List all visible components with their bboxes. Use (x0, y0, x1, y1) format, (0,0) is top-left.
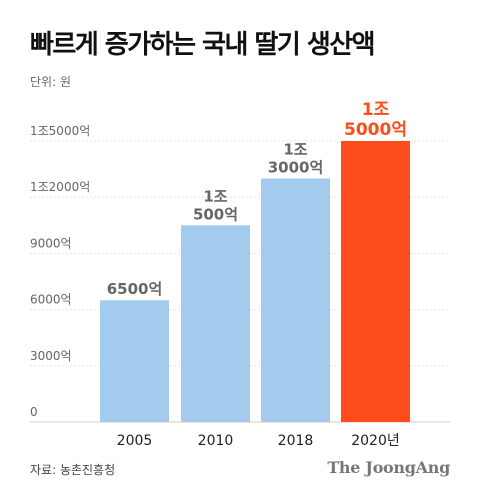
chart-title: 빠르게 증가하는 국내 딸기 생산액 (30, 30, 376, 60)
value-label: 500억 (193, 205, 238, 223)
bar-2020년 (341, 141, 410, 422)
value-label: 6500억 (107, 280, 163, 298)
value-label: 5000억 (344, 120, 407, 140)
x-tick-label: 2010 (198, 433, 234, 449)
x-tick-label: 2020년 (351, 433, 400, 449)
y-tick-label: 1조2000억 (30, 180, 90, 194)
y-tick-label: 0 (30, 405, 38, 419)
value-label: 1조 (283, 140, 307, 158)
bar-2018 (261, 178, 330, 422)
source-note: 자료: 농촌진흥청 (30, 463, 116, 477)
y-tick-label: 3000억 (30, 349, 72, 363)
brand-logo: The JoongAng (327, 458, 450, 477)
x-axis-ticks: 2005 2010 2018 2020년 (117, 433, 400, 449)
unit-label: 단위: 원 (30, 75, 71, 89)
y-tick-label: 6000억 (30, 293, 72, 307)
x-tick-label: 2018 (278, 433, 314, 449)
bar-2005 (100, 300, 169, 422)
value-label: 1조 (362, 100, 390, 120)
x-tick-label: 2005 (117, 433, 153, 449)
y-tick-label: 9000억 (30, 236, 72, 250)
y-axis-ticks: 0 3000억 6000억 9000억 1조2000억 1조5000억 (30, 124, 90, 419)
bar-2010 (181, 225, 250, 422)
value-label: 1조 (203, 187, 227, 205)
value-label: 3000억 (268, 158, 324, 176)
y-tick-label: 1조5000억 (30, 124, 90, 138)
bars (100, 141, 410, 422)
